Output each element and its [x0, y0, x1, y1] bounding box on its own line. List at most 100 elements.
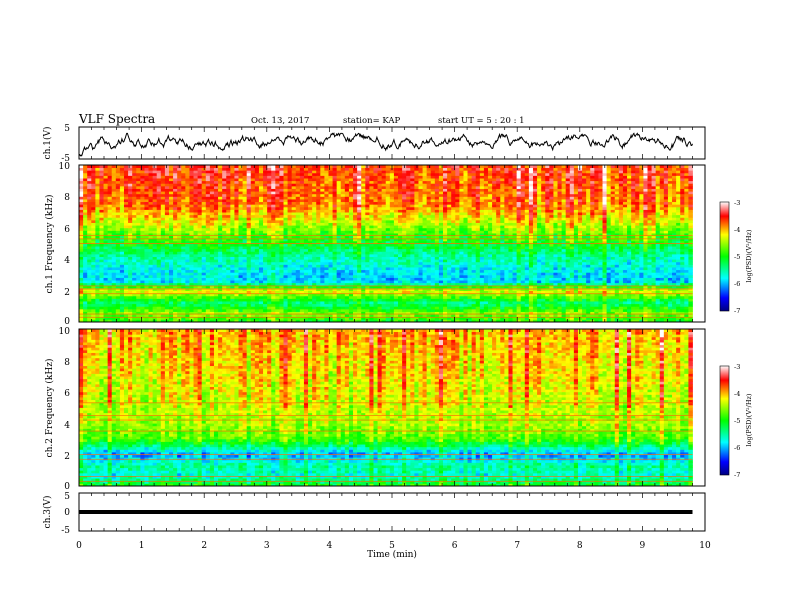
spectrogram-cell — [557, 282, 562, 286]
spectrogram-cell — [459, 282, 464, 286]
spectrogram-cell — [590, 269, 595, 273]
spectrogram-cell — [279, 251, 284, 255]
spectrogram-cell — [582, 253, 587, 257]
spectrogram-cell — [275, 253, 280, 257]
spectrogram-cell — [128, 301, 133, 305]
spectrogram-cell — [226, 240, 231, 244]
spectrogram-cell — [487, 303, 493, 307]
spectrogram-cell — [99, 251, 104, 255]
spectrogram-cell — [398, 264, 403, 268]
spectrogram-cell — [438, 285, 444, 289]
spectrogram-cell — [291, 277, 297, 281]
spectrogram-cell — [569, 293, 575, 297]
spectrogram-cell — [492, 319, 497, 323]
spectrogram-cell — [553, 306, 558, 310]
spectrogram-cell — [639, 256, 644, 260]
spectrogram-cell — [79, 274, 84, 278]
spectrogram-cell — [328, 235, 333, 239]
spectrogram-cell — [631, 274, 636, 278]
spectrogram-cell — [373, 311, 378, 315]
spectrogram-cell — [553, 274, 558, 278]
spectrogram-cell — [672, 287, 677, 291]
spectrogram-cell — [173, 259, 178, 263]
ch1-voltage-ylabel: ch.1(V) — [42, 127, 53, 160]
spectrogram-cell — [500, 295, 505, 299]
spectrogram-cell — [205, 316, 211, 320]
spectrogram-cell — [128, 287, 133, 291]
spectrogram-cell — [205, 253, 211, 257]
spectrogram-cell — [504, 253, 509, 257]
spectrogram-cell — [173, 293, 178, 297]
spectrogram-cell — [99, 319, 104, 323]
spectrogram-cell — [647, 248, 652, 252]
spectrogram-cell — [381, 282, 387, 286]
spectrogram-cell — [663, 290, 669, 294]
spectrogram-cell — [684, 256, 689, 260]
spectrogram-cell — [119, 303, 125, 307]
spectrogram-cell — [324, 311, 329, 315]
spectrogram-cell — [492, 264, 497, 268]
spectrogram-cell — [320, 290, 325, 294]
station-label: station= KAP — [343, 116, 401, 126]
spectrogram-cell — [602, 295, 607, 299]
spectrogram-cell — [189, 316, 194, 320]
spectrogram-cell — [316, 248, 321, 252]
spectrogram-cell — [271, 259, 276, 263]
spectrogram-cell — [115, 240, 121, 244]
spectrogram-cell — [500, 311, 505, 315]
spectrogram-cell — [173, 298, 178, 302]
spectrogram-cell — [659, 298, 665, 302]
spectrogram-cell — [279, 287, 284, 291]
spectrogram-cell — [459, 311, 464, 315]
spectrogram-cell — [189, 293, 194, 297]
spectrogram-cell — [209, 235, 215, 239]
spectrogram-cell — [483, 251, 489, 255]
spectrogram-cell — [684, 253, 689, 257]
spectrogram-cell — [647, 251, 652, 255]
spectrogram-cell — [631, 272, 636, 276]
spectrogram-cell — [205, 277, 211, 281]
spectrogram-cell — [258, 251, 264, 255]
spectrogram-cell — [156, 235, 162, 239]
spectrogram-cell — [602, 259, 607, 263]
spectrogram-cell — [627, 238, 632, 242]
spectrogram-cell — [291, 251, 297, 255]
spectrogram-cell — [680, 311, 685, 315]
spectrogram-cell — [430, 311, 436, 315]
spectrogram-cell — [598, 301, 603, 305]
spectrogram-cell — [258, 285, 264, 289]
spectrogram-cell — [348, 243, 354, 247]
spectrogram-cell — [213, 308, 219, 312]
spectrogram-cell — [312, 238, 317, 242]
spectrogram-cell — [655, 272, 661, 276]
spectrogram-cell — [451, 246, 456, 250]
spectrogram-cell — [365, 308, 370, 312]
spectrogram-cell — [185, 246, 190, 250]
spectrogram-cell — [667, 298, 673, 302]
spectrogram-cell — [385, 306, 391, 310]
spectrogram-cell — [95, 319, 100, 323]
spectrogram-cell — [246, 240, 252, 244]
spectrogram-cell — [148, 314, 154, 318]
spectrogram-cell — [128, 282, 133, 286]
spectrogram-cell — [324, 295, 329, 299]
spectrogram-cell — [119, 314, 125, 318]
spectrogram-cell — [651, 267, 657, 271]
spectrogram-cell — [287, 311, 293, 315]
spectrogram-cell — [140, 293, 145, 297]
spectrogram-cell — [532, 308, 538, 312]
spectrogram-cell — [647, 269, 652, 273]
spectrogram-cell — [295, 285, 301, 289]
spectrogram-cell — [565, 285, 571, 289]
spectrogram-cell — [254, 259, 260, 263]
spectrogram-cell — [189, 308, 194, 312]
spectrogram-cell — [213, 256, 219, 260]
spectrogram-cell — [234, 261, 239, 265]
spectrogram-cell — [467, 274, 473, 278]
spectrogram-cell — [344, 246, 350, 250]
spectrogram-cell — [373, 280, 378, 284]
spectrogram-cell — [168, 261, 174, 265]
spectrogram-cell — [164, 240, 170, 244]
spectrogram-cell — [332, 238, 338, 242]
spectrogram-cell — [594, 285, 599, 289]
